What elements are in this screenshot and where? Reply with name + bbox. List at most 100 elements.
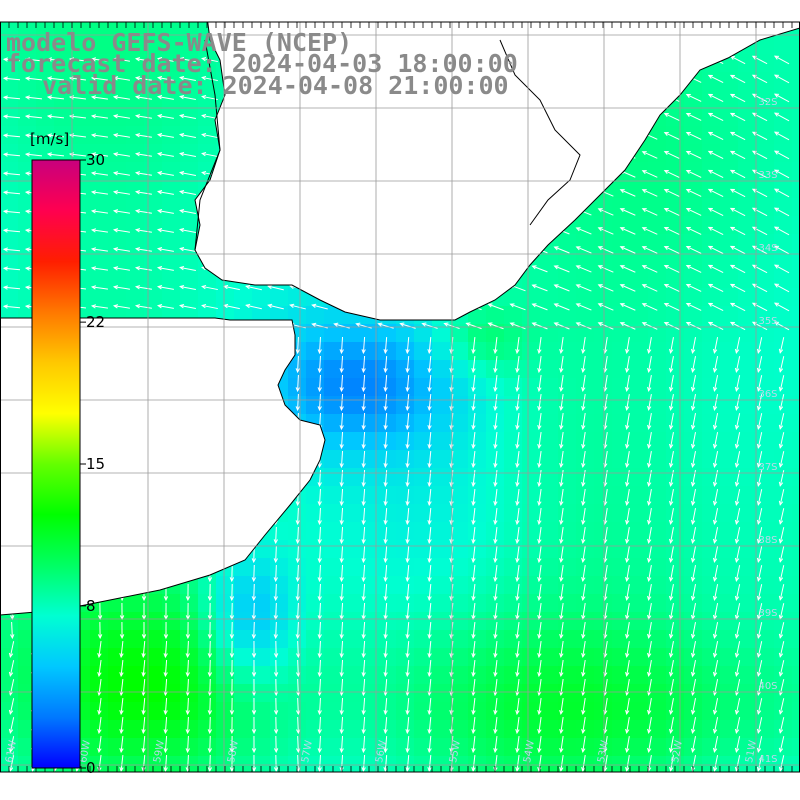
wind-arrow	[625, 736, 630, 754]
field-cell	[612, 540, 631, 559]
wind-arrow	[405, 716, 410, 735]
field-cell	[378, 594, 397, 613]
field-cell	[594, 306, 613, 325]
wind-arrow	[296, 697, 301, 716]
field-cell	[522, 594, 541, 613]
field-cell	[144, 72, 163, 91]
field-cell	[504, 306, 523, 325]
wind-arrow	[405, 355, 410, 374]
field-cell	[324, 666, 343, 685]
wind-arrow	[493, 564, 498, 583]
wind-arrow	[669, 337, 674, 354]
wind-arrow	[690, 565, 697, 582]
field-cell	[0, 270, 19, 289]
wind-arrow	[90, 114, 108, 119]
field-cell	[504, 558, 523, 577]
wind-arrow	[405, 374, 410, 393]
wind-arrow	[712, 394, 719, 411]
field-cell	[684, 594, 703, 613]
wind-arrow	[156, 285, 174, 290]
field-cell	[774, 126, 793, 145]
wind-arrow	[690, 489, 697, 506]
field-cell	[720, 108, 739, 127]
wind-arrow	[179, 246, 196, 252]
field-cell	[612, 486, 631, 505]
field-cell	[396, 378, 415, 397]
wind-arrow	[141, 640, 146, 659]
field-cell	[522, 342, 541, 361]
wind-arrow	[515, 413, 520, 431]
wind-arrow	[273, 659, 279, 678]
wind-arrow	[707, 74, 724, 84]
field-cell	[504, 432, 523, 451]
wind-arrow	[317, 583, 322, 602]
field-cell	[738, 126, 757, 145]
wind-arrow	[361, 526, 366, 545]
wind-arrow	[296, 735, 301, 754]
wind-arrow	[383, 583, 388, 602]
wind-arrow	[163, 659, 168, 678]
wind-arrow	[179, 227, 196, 233]
wind-arrow	[361, 621, 366, 640]
field-cell	[738, 342, 757, 361]
wind-arrow	[515, 527, 520, 545]
field-cell	[648, 540, 667, 559]
field-cell	[792, 342, 800, 361]
field-cell	[144, 738, 163, 757]
field-cell	[792, 648, 800, 667]
wind-arrow	[156, 228, 174, 233]
wind-arrow	[619, 227, 636, 235]
field-cell	[180, 666, 199, 685]
wind-arrow	[625, 375, 630, 393]
wind-arrow	[427, 355, 432, 374]
wind-arrow	[46, 152, 65, 157]
wind-arrow	[90, 152, 108, 157]
field-cell	[540, 414, 559, 433]
wind-arrow	[179, 284, 196, 290]
field-cell	[792, 288, 800, 307]
wind-arrow	[663, 208, 680, 216]
field-cell	[648, 684, 667, 703]
field-cell	[432, 432, 451, 451]
wind-arrow	[339, 640, 344, 659]
wind-arrow	[251, 735, 257, 754]
field-cell	[522, 612, 541, 631]
field-cell	[630, 198, 649, 217]
wind-arrow	[559, 641, 564, 659]
wind-arrow	[647, 489, 652, 507]
wind-arrow	[641, 170, 658, 178]
field-cell	[450, 630, 469, 649]
field-cell	[126, 594, 145, 613]
field-cell	[540, 612, 559, 631]
wind-arrow	[273, 545, 278, 564]
field-cell	[738, 270, 757, 289]
wind-arrow	[647, 375, 652, 393]
field-cell	[594, 216, 613, 235]
wind-arrow	[156, 266, 174, 271]
field-cell	[558, 378, 577, 397]
field-cell	[738, 720, 757, 739]
field-cell	[18, 72, 37, 91]
field-cell	[702, 108, 721, 127]
colorbar-tick-label: 8	[86, 596, 96, 615]
field-cell	[720, 306, 739, 325]
wind-arrow	[201, 151, 218, 158]
field-cell	[684, 198, 703, 217]
wind-arrow	[295, 564, 300, 583]
field-cell	[666, 360, 685, 379]
wind-arrow	[295, 545, 300, 564]
wind-arrow	[515, 736, 520, 754]
wind-arrow	[619, 265, 636, 273]
wind-arrow	[625, 698, 630, 716]
field-cell	[612, 324, 631, 343]
wind-arrow	[361, 450, 366, 469]
wind-arrow	[317, 640, 322, 659]
field-cell	[558, 522, 577, 541]
field-cell	[180, 162, 199, 181]
field-cell	[738, 648, 757, 667]
field-cell	[396, 450, 415, 469]
field-cell	[108, 72, 127, 91]
field-cell	[504, 594, 523, 613]
wind-arrow	[134, 190, 152, 195]
field-cell	[702, 630, 721, 649]
